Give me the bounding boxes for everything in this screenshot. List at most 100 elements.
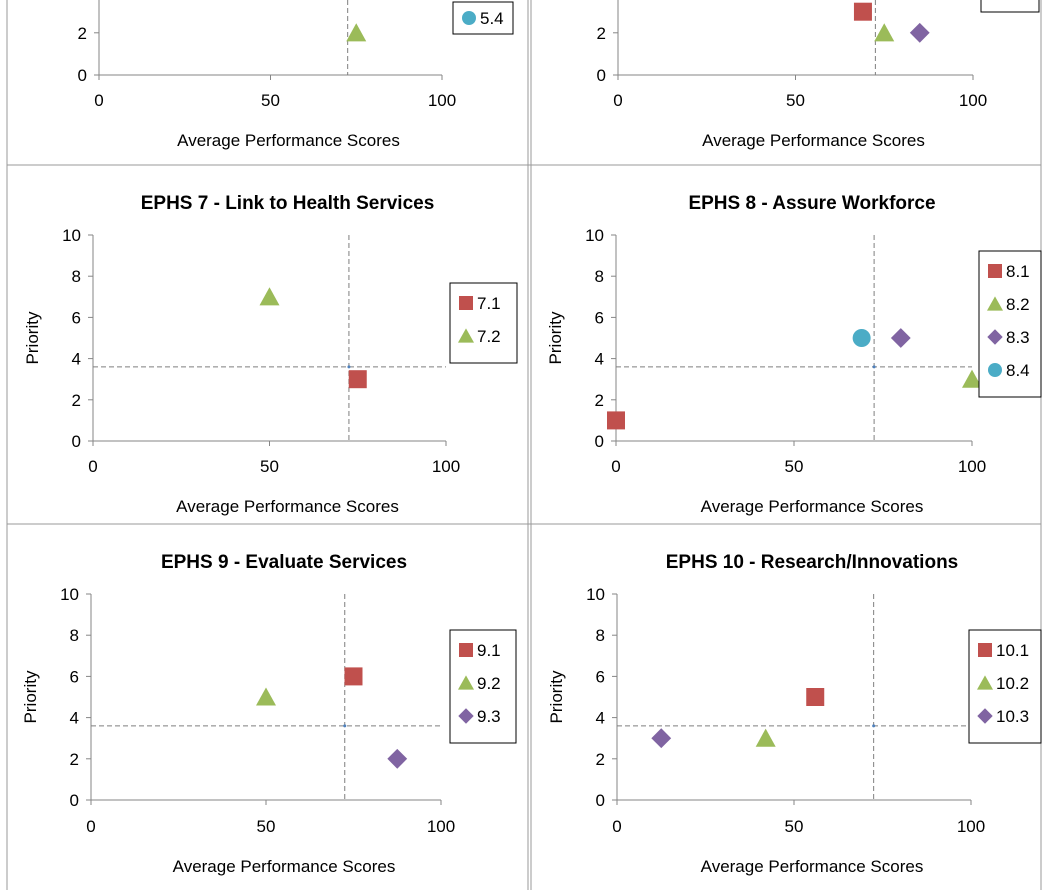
chart-title: EPHS 9 - Evaluate Services — [161, 552, 407, 573]
data-point-8-2 — [962, 369, 982, 388]
legend-marker-10-1 — [978, 643, 992, 657]
data-point-diamond — [909, 22, 930, 43]
y-tick-label: 8 — [596, 626, 605, 645]
y-tick-label: 6 — [70, 667, 79, 686]
y-axis-label: Priority — [23, 311, 42, 364]
legend-label: 7.2 — [477, 327, 501, 346]
y-tick-label: 4 — [72, 350, 81, 369]
legend-label: 5.4 — [480, 9, 504, 28]
y-axis-label: Priority — [21, 670, 40, 723]
legend-box-cropped — [980, 0, 1040, 13]
legend-label: 9.2 — [477, 674, 501, 693]
x-tick-label: 0 — [612, 817, 621, 836]
legend-marker-9-1 — [459, 643, 473, 657]
y-axis-label: Priority — [547, 670, 566, 723]
data-point-8-4 — [852, 329, 871, 347]
data-point-7-2 — [259, 287, 280, 306]
y-tick-label: 2 — [596, 750, 605, 769]
chart-panel-p3: EPHS 7 - Link to Health Services02468100… — [23, 193, 518, 516]
chart-title: EPHS 10 - Research/Innovations — [666, 552, 959, 573]
x-tick-label: 0 — [613, 91, 622, 110]
data-point-triangle — [346, 23, 367, 42]
legend-label: 9.3 — [477, 707, 501, 726]
x-tick-label: 50 — [261, 91, 280, 110]
legend-marker-8-2 — [987, 296, 1003, 311]
data-point-square — [853, 2, 872, 21]
y-tick-label: 0 — [597, 66, 606, 85]
y-tick-label: 10 — [62, 226, 81, 245]
legend-label: 10.2 — [996, 674, 1029, 693]
reference-lines — [874, 0, 876, 75]
y-tick-label: 4 — [596, 709, 605, 728]
x-axis-label: Average Performance Scores — [177, 131, 400, 150]
y-tick-label: 8 — [595, 267, 604, 286]
x-tick-label: 50 — [785, 817, 804, 836]
legend-marker-8-4 — [988, 363, 1002, 377]
legend: 8.1 8.2 8.3 8.4 — [978, 250, 1042, 398]
legend-marker-8-1 — [988, 264, 1002, 278]
legend-marker-8-3 — [987, 329, 1003, 345]
x-tick-label: 0 — [88, 457, 97, 476]
panel-borders — [6, 0, 1042, 890]
x-tick-label: 100 — [428, 91, 456, 110]
x-tick-label: 0 — [611, 457, 620, 476]
y-tick-label: 2 — [597, 24, 606, 43]
y-tick-label: 6 — [595, 308, 604, 327]
data-point-10-3 — [651, 728, 672, 749]
data-point-9-2 — [256, 687, 276, 706]
y-tick-label: 6 — [596, 667, 605, 686]
legend: 7.1 7.2 — [449, 282, 518, 364]
x-tick-label: 50 — [260, 457, 279, 476]
chart-panel-p2: 0 2 0 50 100 Average Performance Scores — [597, 0, 987, 150]
reference-intersection — [872, 724, 876, 728]
y-axis-label: Priority — [546, 311, 565, 364]
y-tick-label: 4 — [70, 709, 79, 728]
x-axis-label: Average Performance Scores — [701, 857, 924, 876]
y-tick-label: 0 — [72, 432, 81, 451]
x-tick-label: 50 — [257, 817, 276, 836]
y-tick-label: 0 — [596, 791, 605, 810]
chart-title: EPHS 7 - Link to Health Services — [141, 193, 435, 214]
legend-marker-9-3 — [458, 708, 474, 724]
legend: 5.4 — [452, 1, 514, 35]
y-tick-label: 0 — [78, 66, 87, 85]
x-tick-label: 100 — [432, 457, 460, 476]
x-tick-label: 100 — [427, 817, 455, 836]
legend: 10.1 10.2 10.3 — [968, 629, 1042, 744]
reference-intersection — [347, 365, 351, 369]
data-point-triangle — [874, 23, 895, 42]
chart-title: EPHS 8 - Assure Workforce — [688, 193, 935, 214]
y-tick-label: 2 — [72, 391, 81, 410]
data-point-7-1 — [348, 370, 367, 389]
y-tick-label: 8 — [72, 267, 81, 286]
legend-label: 8.3 — [1006, 328, 1030, 347]
reference-lines — [617, 594, 971, 800]
legend-marker-10-3 — [977, 708, 993, 724]
chart-panel-p6: EPHS 10 - Research/Innovations 0 2 4 6 8 10 0 50… — [547, 552, 1042, 876]
y-tick-label: 2 — [78, 24, 87, 43]
legend: 9.1 9.2 9.3 — [449, 629, 517, 744]
x-axis-label: Average Performance Scores — [701, 497, 924, 516]
x-tick-label: 50 — [786, 91, 805, 110]
legend-marker-7-1 — [459, 296, 473, 310]
legend-marker-7-2 — [458, 328, 474, 343]
x-axis-label: Average Performance Scores — [702, 131, 925, 150]
x-axis-label: Average Performance Scores — [176, 497, 399, 516]
x-tick-label: 100 — [959, 91, 987, 110]
reference-intersection — [343, 724, 347, 728]
legend-label: 10.3 — [996, 707, 1029, 726]
reference-lines — [93, 235, 446, 441]
reference-lines — [347, 0, 349, 75]
legend-label: 7.1 — [477, 294, 501, 313]
reference-intersection — [872, 365, 876, 369]
x-tick-label: 50 — [785, 457, 804, 476]
y-tick-label: 8 — [70, 626, 79, 645]
y-tick-label: 10 — [586, 585, 605, 604]
reference-lines — [91, 594, 441, 800]
x-axis-label: Average Performance Scores — [173, 857, 396, 876]
legend-marker-9-2 — [458, 675, 474, 690]
legend-label: 8.2 — [1006, 295, 1030, 314]
